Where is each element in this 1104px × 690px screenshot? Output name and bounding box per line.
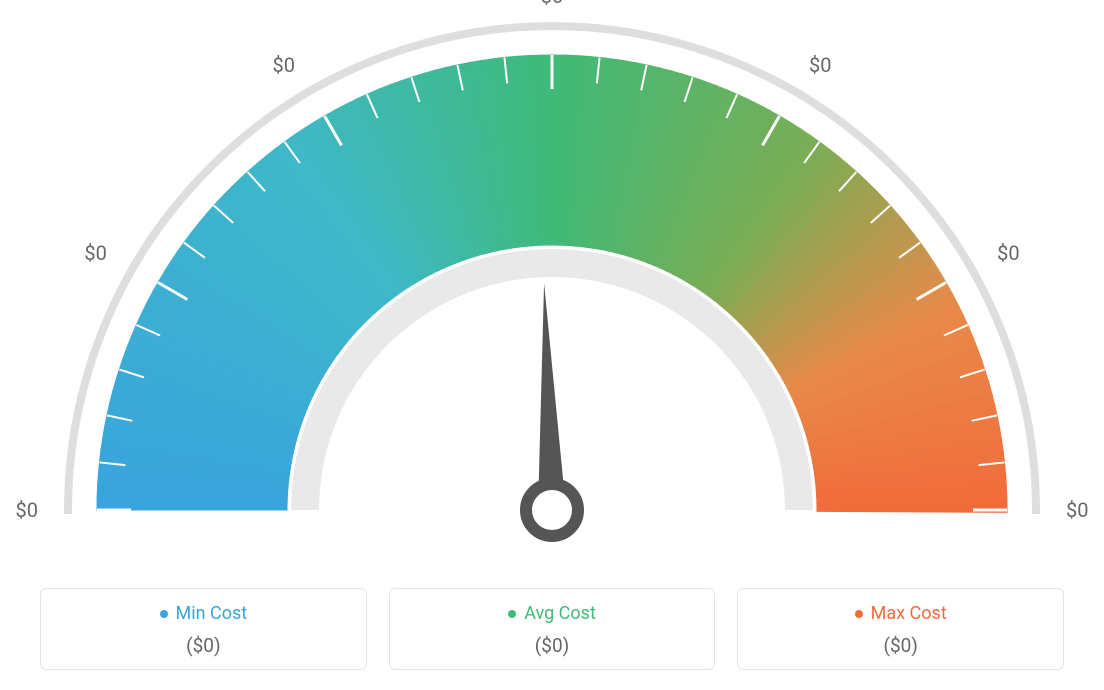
legend-value-max: ($0) — [748, 634, 1053, 657]
legend-label-max: Max Cost — [871, 603, 947, 624]
svg-text:$0: $0 — [809, 53, 831, 77]
gauge-area: $0 $0 $0 $0 $0 $0 $0 — [0, 0, 1104, 560]
legend-value-avg: ($0) — [400, 634, 705, 657]
legend-title-avg: Avg Cost — [508, 603, 596, 624]
svg-text:$0: $0 — [541, 0, 563, 8]
legend-value-min: ($0) — [51, 634, 356, 657]
legend-card-max: Max Cost ($0) — [737, 588, 1064, 671]
svg-text:$0: $0 — [84, 241, 106, 265]
legend-dot-min — [160, 610, 168, 618]
svg-text:$0: $0 — [273, 53, 295, 77]
svg-text:$0: $0 — [1066, 498, 1088, 522]
legend-title-max: Max Cost — [855, 603, 947, 624]
cost-gauge-chart: $0 $0 $0 $0 $0 $0 $0 Min Cost ($0) Avg Cost ($… — [0, 0, 1104, 690]
legend-label-avg: Avg Cost — [524, 603, 596, 624]
legend-dot-avg — [508, 610, 516, 618]
legend-row: Min Cost ($0) Avg Cost ($0) Max Cost ($0… — [40, 588, 1064, 671]
svg-text:$0: $0 — [16, 498, 38, 522]
legend-title-min: Min Cost — [160, 603, 248, 624]
legend-label-min: Min Cost — [176, 603, 248, 624]
gauge-svg: $0 $0 $0 $0 $0 $0 $0 — [0, 0, 1104, 560]
svg-text:$0: $0 — [997, 241, 1019, 265]
legend-dot-max — [855, 610, 863, 618]
legend-card-min: Min Cost ($0) — [40, 588, 367, 671]
legend-card-avg: Avg Cost ($0) — [389, 588, 716, 671]
